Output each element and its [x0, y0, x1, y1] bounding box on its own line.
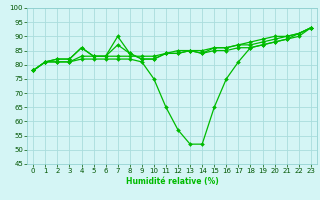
- X-axis label: Humidité relative (%): Humidité relative (%): [126, 177, 218, 186]
